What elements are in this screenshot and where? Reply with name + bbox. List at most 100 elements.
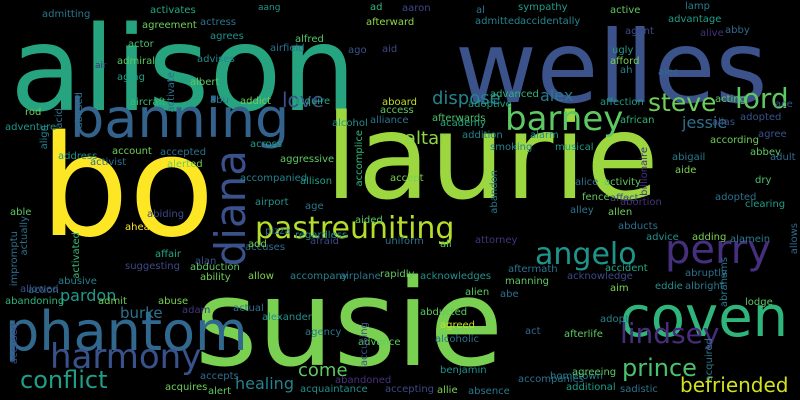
word-7: coven — [620, 285, 789, 350]
word-64: aircraft — [130, 97, 166, 108]
word-146: accompany — [290, 271, 348, 282]
word-90: align — [39, 125, 50, 150]
word-96: smoking — [490, 142, 533, 153]
word-57: ah — [620, 65, 633, 76]
word-129: abiding — [147, 209, 185, 220]
word-30: activates — [150, 5, 196, 16]
word-181: additional — [566, 382, 616, 393]
word-78: adoptive — [468, 99, 512, 110]
word-196: agreeing — [572, 367, 617, 378]
word-115: able — [10, 207, 32, 218]
word-155: suggesting — [125, 261, 180, 272]
word-99: abigail — [672, 152, 706, 163]
word-149: acknowledges — [420, 271, 492, 282]
word-104: allison — [300, 176, 333, 187]
word-23: jessie — [682, 113, 728, 132]
word-187: hometown — [550, 371, 603, 382]
word-98: billionaire — [639, 147, 650, 196]
word-106: alice — [575, 177, 599, 188]
word-79: african — [620, 115, 655, 126]
word-135: regardless — [295, 230, 348, 241]
word-4: welles — [455, 9, 768, 126]
word-76: access — [380, 105, 414, 116]
word-70: acting — [715, 94, 747, 105]
word-21: dispose — [432, 88, 501, 109]
word-119: age — [305, 201, 324, 212]
word-54: afford — [610, 56, 640, 67]
word-133: allows — [789, 223, 800, 255]
word-32: active — [610, 5, 641, 16]
word-165: admit — [98, 296, 127, 307]
word-183: accused — [9, 323, 20, 365]
word-9: pastreuniting — [255, 211, 455, 246]
word-170: actual — [233, 303, 264, 314]
word-169: adam — [182, 305, 211, 316]
word-158: allowed — [20, 284, 59, 295]
word-102: activist — [90, 157, 127, 168]
word-143: allow — [248, 271, 274, 282]
word-85: addition — [462, 130, 503, 141]
word-55: admiral — [117, 56, 156, 67]
word-142: ability — [200, 272, 231, 283]
word-67: acquire — [293, 96, 331, 107]
word-126: aided — [355, 215, 383, 226]
word-151: acknowledge — [567, 271, 633, 282]
word-80: alias — [712, 117, 736, 128]
word-116: ahead — [125, 222, 157, 233]
word-167: alien — [465, 287, 490, 298]
word-52: aid — [382, 44, 398, 55]
word-86: alarm — [530, 130, 559, 141]
word-82: alliance — [370, 115, 409, 126]
word-121: abortion — [620, 197, 662, 208]
word-160: aim — [610, 283, 629, 294]
word-40: advantage — [668, 14, 722, 25]
word-34: aang — [258, 3, 281, 13]
word-2: laurie — [325, 88, 659, 226]
word-182: acquired — [704, 338, 715, 382]
word-38: al — [476, 5, 485, 16]
word-43: actress — [200, 17, 237, 28]
word-22: alex — [540, 86, 574, 105]
word-56: air — [95, 61, 107, 71]
word-77: aboard — [382, 97, 418, 108]
word-186: benjamin — [440, 365, 487, 376]
word-63: abused — [74, 92, 85, 129]
word-10: perry — [665, 227, 771, 273]
word-35: ad — [370, 2, 383, 13]
word-180: afterlife — [564, 329, 603, 340]
word-84: academy — [440, 118, 486, 129]
word-46: alive — [700, 28, 724, 39]
word-1: bo — [40, 106, 215, 269]
word-11: angelo — [535, 237, 637, 272]
word-19: befriended — [680, 373, 789, 397]
word-130: advice — [646, 232, 679, 243]
word-134: add — [248, 239, 267, 250]
word-123: allen — [608, 207, 633, 218]
word-5: banning — [70, 87, 290, 150]
word-100: adult — [770, 152, 796, 163]
word-31: sympathy — [518, 2, 568, 13]
word-195: accompanies — [518, 374, 584, 385]
word-14: lord — [735, 82, 789, 115]
word-58: alec — [658, 67, 679, 78]
word-89: abbey — [750, 147, 781, 158]
word-109: dry — [755, 175, 772, 186]
word-36: aaron — [402, 3, 431, 14]
word-103: alerted — [167, 159, 203, 170]
word-20: love — [282, 88, 324, 112]
word-191: acquaintance — [300, 384, 368, 395]
word-44: afterward — [366, 17, 415, 28]
word-13: barney — [505, 99, 624, 139]
word-18: prince — [622, 354, 697, 382]
word-48: agrees — [210, 31, 244, 42]
word-105: accept — [390, 173, 424, 184]
word-145: actually — [19, 216, 30, 256]
word-37: admitted — [475, 16, 521, 27]
word-49: alfred — [295, 34, 324, 45]
word-75: alcohol — [332, 118, 368, 129]
word-92: accepted — [160, 147, 207, 158]
word-140: alan — [195, 256, 217, 267]
word-71: ace — [775, 99, 793, 110]
word-97: musical — [555, 142, 594, 153]
word-179: act — [525, 326, 541, 337]
